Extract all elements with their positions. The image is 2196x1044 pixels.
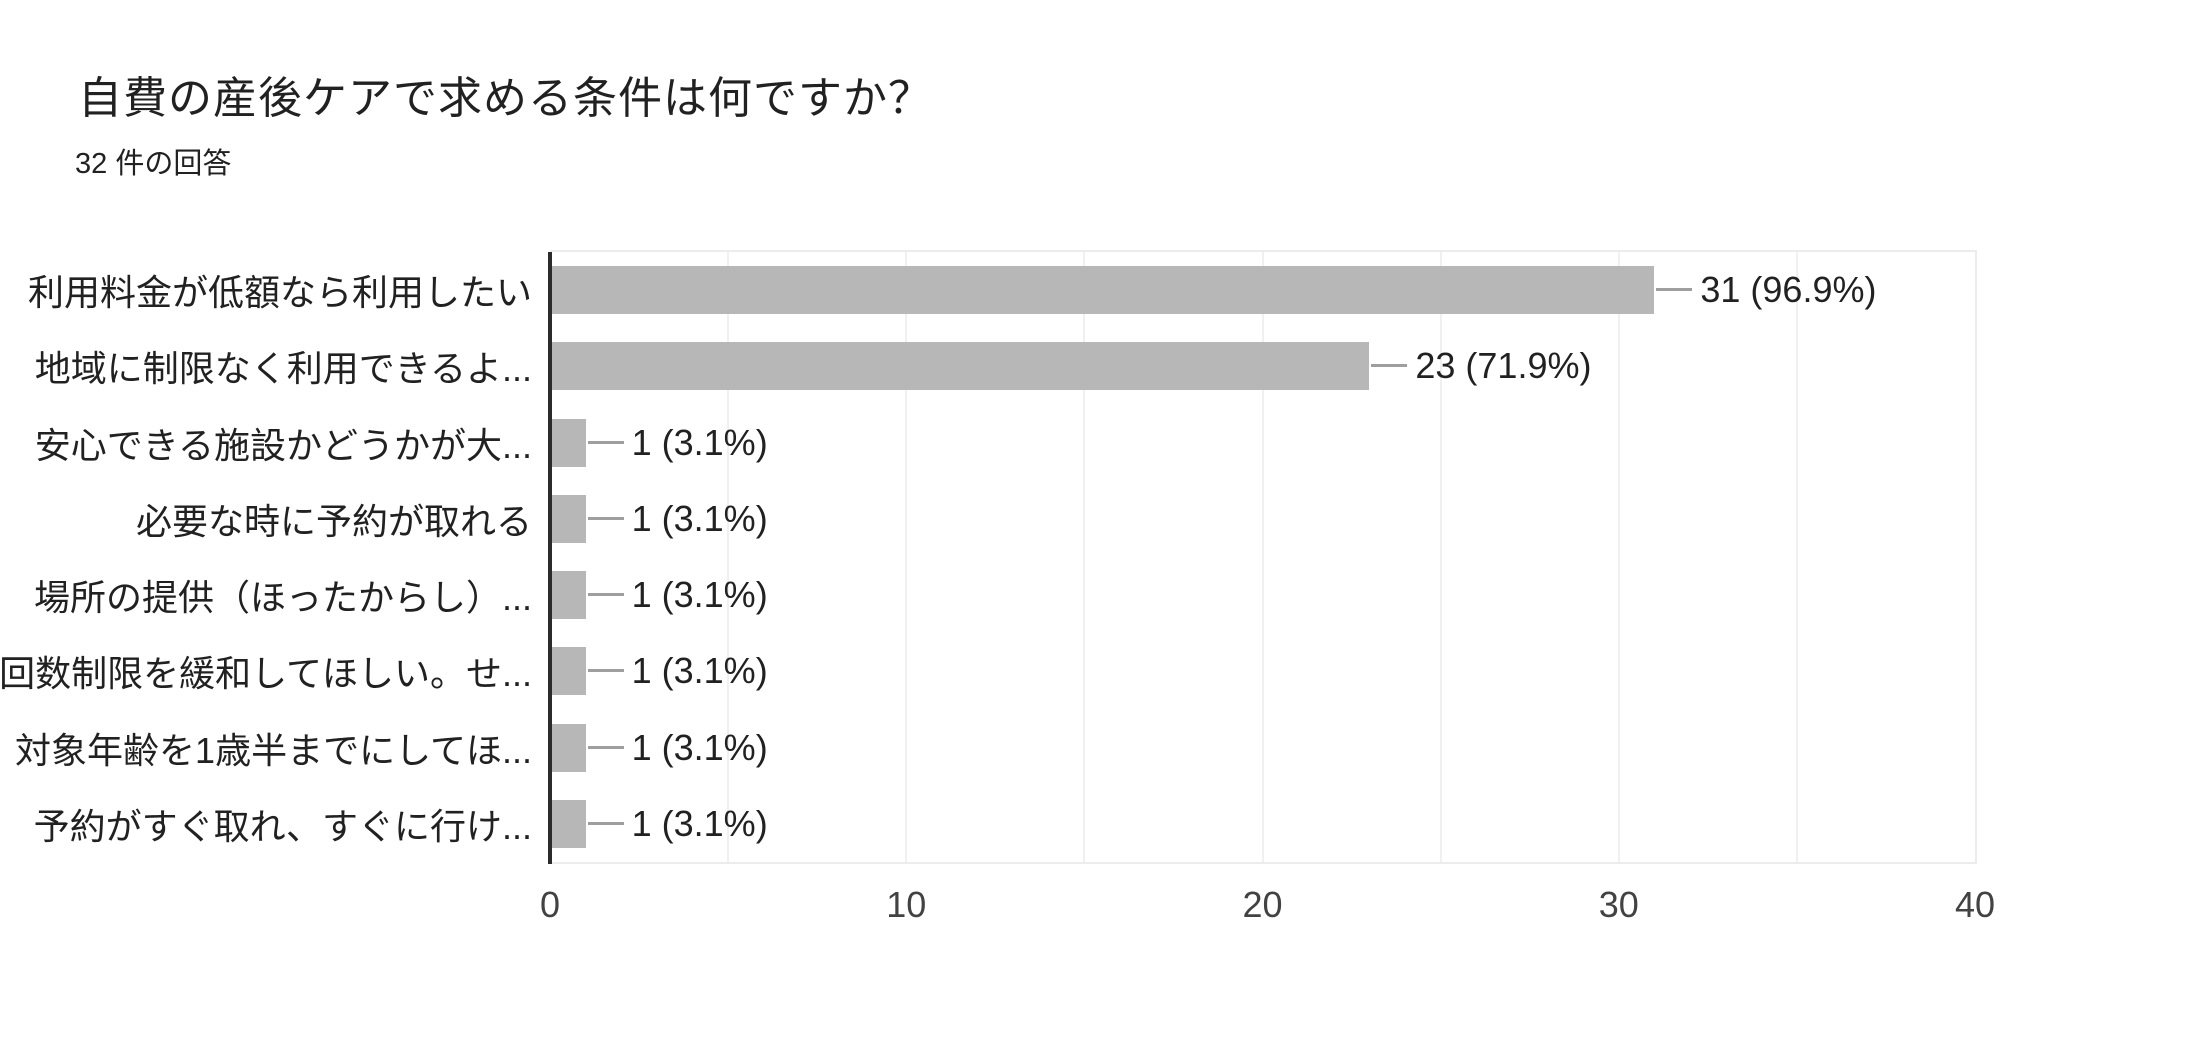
value-leader-line xyxy=(1371,364,1408,368)
question-title: 自費の産後ケアで求める条件は何ですか？ xyxy=(78,74,933,123)
value-label: 1 (3.1%) xyxy=(631,802,768,844)
value-label: 1 (3.1%) xyxy=(631,421,768,463)
value-leader-line xyxy=(587,516,624,520)
bar xyxy=(552,799,586,848)
bar xyxy=(552,571,586,620)
category-label: 利用料金が低額なら利用したい xyxy=(27,272,532,314)
value-label: 23 (71.9%) xyxy=(1415,345,1592,387)
gridline xyxy=(727,252,730,862)
response-count: 32 件の回答 xyxy=(75,148,232,180)
category-label: 場所の提供（ほったからし）... xyxy=(33,577,532,619)
bar xyxy=(552,342,1370,391)
gridline xyxy=(1261,252,1264,862)
gridline xyxy=(1439,252,1442,862)
value-leader-line xyxy=(587,669,624,673)
y-axis-line xyxy=(548,252,552,864)
bar xyxy=(552,494,586,543)
gridline xyxy=(1617,252,1620,862)
gridline xyxy=(1795,252,1798,862)
value-label: 31 (96.9%) xyxy=(1700,269,1877,311)
x-tick-label: 0 xyxy=(539,884,561,925)
value-label: 1 (3.1%) xyxy=(631,497,768,539)
plot-frame-bottom xyxy=(550,862,1977,864)
gridline xyxy=(905,252,908,862)
value-leader-line xyxy=(587,440,624,444)
category-label: 予約がすぐ取れ、すぐに行け... xyxy=(33,805,532,847)
value-leader-line xyxy=(1656,288,1693,292)
plot-frame-right xyxy=(1975,250,1977,862)
category-label: 地域に制限なく利用できるよ... xyxy=(34,348,532,390)
x-tick-label: 20 xyxy=(1242,884,1283,925)
category-label: 安心できる施設かどうかが大... xyxy=(34,424,532,466)
plot-frame-top xyxy=(550,250,1977,252)
gridline xyxy=(1083,252,1086,862)
value-leader-line xyxy=(587,821,624,825)
value-label: 1 (3.1%) xyxy=(631,574,768,616)
value-label: 1 (3.1%) xyxy=(631,650,768,692)
category-label: 対象年齢を1歳半までにしてほ... xyxy=(15,729,532,771)
category-label: 回数制限を緩和してほしい。せ... xyxy=(0,653,532,695)
value-leader-line xyxy=(587,745,624,749)
value-leader-line xyxy=(587,593,624,597)
category-label: 必要な時に予約が取れる xyxy=(135,500,532,542)
x-tick-label: 10 xyxy=(886,884,927,925)
value-label: 1 (3.1%) xyxy=(631,726,768,768)
bar xyxy=(552,418,586,467)
bar xyxy=(552,266,1655,315)
x-tick-label: 30 xyxy=(1598,884,1639,925)
bar xyxy=(552,647,586,696)
x-tick-label: 40 xyxy=(1954,884,1996,925)
bar xyxy=(552,723,586,772)
